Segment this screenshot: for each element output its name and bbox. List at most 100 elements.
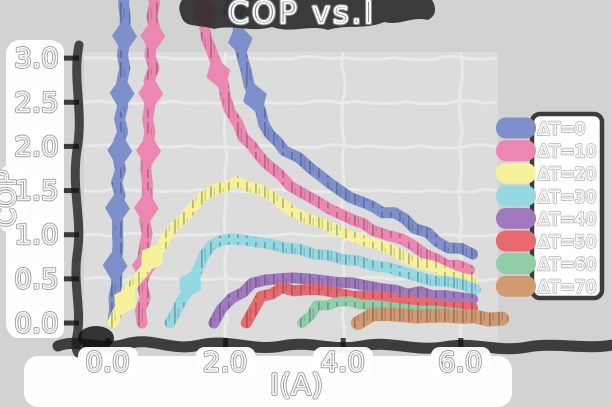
y-tick-label-text: 0.5 (15, 265, 59, 295)
legend-label-text: ΔT=10 (538, 142, 597, 161)
y-tick-label: 0.00.0 (13, 307, 60, 340)
x-tick-mark (458, 338, 464, 351)
legend-label-text: ΔT=50 (538, 233, 597, 252)
legend-swatch (496, 207, 536, 229)
x-axis-title-text: I(A) (270, 368, 323, 401)
legend-swatch (496, 162, 536, 184)
x-tick-label-text: 2.0 (203, 348, 247, 378)
x-tick-label-text: 6.0 (439, 348, 483, 378)
x-tick-glow (313, 347, 374, 377)
legend-label-text: ΔT=60 (538, 255, 597, 274)
chart-title-text: COP vs.I (228, 0, 376, 31)
x-tick-label: 4.04.0 (319, 346, 366, 379)
x-tick-label-text: 0.0 (86, 348, 130, 378)
legend-swatch (496, 140, 536, 162)
y-tick-mark (62, 55, 79, 61)
y-tick-label-text: 2.5 (15, 88, 59, 118)
series-dt0 (102, 0, 479, 329)
series-dt2 (107, 176, 479, 329)
series-bulge (112, 16, 137, 56)
series-bulge (179, 267, 202, 302)
origin-blob (78, 326, 114, 350)
tick-marks (62, 55, 464, 351)
x-tick-label-text: 4.0 (321, 348, 365, 378)
y-tick-label: 1.01.0 (13, 219, 60, 252)
y-tick-glow (9, 86, 64, 118)
y-tick-label-text: 2.5 (15, 88, 59, 118)
legend-label-text: ΔT=60 (538, 255, 597, 274)
legend-box (529, 111, 605, 301)
legend-swatch (496, 253, 536, 275)
series-bulge (243, 79, 267, 117)
x-tick-glow (195, 347, 256, 377)
y-tick-glow (9, 218, 64, 250)
legend-label-text: ΔT=30 (538, 187, 597, 206)
legend-label-text: ΔT=0 (538, 120, 586, 139)
legend-label: ΔT=0ΔT=0 (537, 118, 587, 140)
series-bulge (136, 131, 162, 171)
x-tick-label-text: 0.0 (86, 348, 130, 378)
legend-label-text: ΔT=70 (538, 278, 597, 297)
axis-spines (52, 40, 612, 358)
legend-swatch (496, 117, 536, 139)
series-bulge (140, 16, 166, 56)
y-tick-label-text: 3.0 (15, 44, 59, 74)
series-dt7 (350, 307, 509, 330)
series-bulge (104, 188, 130, 228)
series-error-dashes (135, 0, 475, 328)
y-tick-glow (9, 174, 64, 206)
y-tick-mark (62, 188, 79, 194)
y-tick-label-text: 1.5 (15, 177, 59, 207)
y-tick-glow (9, 42, 64, 74)
x-tick-glow (78, 347, 138, 377)
legend-label-text: ΔT=70 (538, 278, 597, 297)
legend-label-text: ΔT=30 (538, 187, 597, 206)
x-tick-label: 2.02.0 (202, 346, 249, 379)
series-dt3 (164, 233, 481, 329)
series-dt4 (208, 272, 479, 329)
legend-label-text: ΔT=20 (538, 165, 597, 184)
y-tick-label-text: 2.0 (15, 132, 59, 162)
legend-label-text: ΔT=40 (538, 210, 597, 229)
legend-label-text: ΔT=10 (538, 142, 597, 161)
x-tick-label-text: 2.0 (203, 348, 247, 378)
series-bulge (107, 131, 133, 171)
legend-label-text: ΔT=40 (538, 210, 597, 229)
y-tick-label-text: 1.5 (15, 177, 59, 207)
bottom-spine (52, 336, 612, 355)
series-bulge (102, 246, 128, 285)
y-tick-label-text: 0.5 (15, 265, 59, 295)
series-dt5 (240, 282, 479, 329)
legend-swatch (496, 275, 536, 297)
series-bulge (141, 241, 164, 274)
legend: ΔT=0ΔT=0ΔT=10ΔT=10ΔT=20ΔT=20ΔT=30ΔT=30ΔT… (496, 111, 605, 301)
y-tick-label-text: 2.0 (15, 132, 59, 162)
x-tick-label-text: 4.0 (321, 348, 365, 378)
series-error-dashes (208, 272, 478, 328)
series-bulge (228, 21, 253, 60)
y-tick-label-text: 3.0 (15, 44, 59, 74)
legend-label-text: ΔT=20 (538, 165, 597, 184)
y-tick-mark (62, 320, 79, 326)
title-shadow-blob (179, 0, 436, 30)
series-error-dashes (107, 0, 478, 328)
y-tick-mark (62, 143, 79, 149)
x-tick-glow (430, 347, 491, 377)
y-tick-glow (9, 262, 64, 294)
y-tick-glow (9, 307, 64, 338)
series-bulge (114, 284, 136, 318)
x-axis-title-text: I(A) (270, 368, 323, 401)
series-error-dashes (241, 282, 478, 328)
series-error-dashes (351, 307, 509, 330)
series-bulge (109, 74, 135, 113)
x-axis-title: I(A)I(A) (269, 366, 325, 402)
y-axis-title-text: COP (0, 169, 22, 226)
legend-label-text: ΔT=50 (538, 233, 597, 252)
y-tick-label: 2.52.5 (13, 87, 60, 120)
